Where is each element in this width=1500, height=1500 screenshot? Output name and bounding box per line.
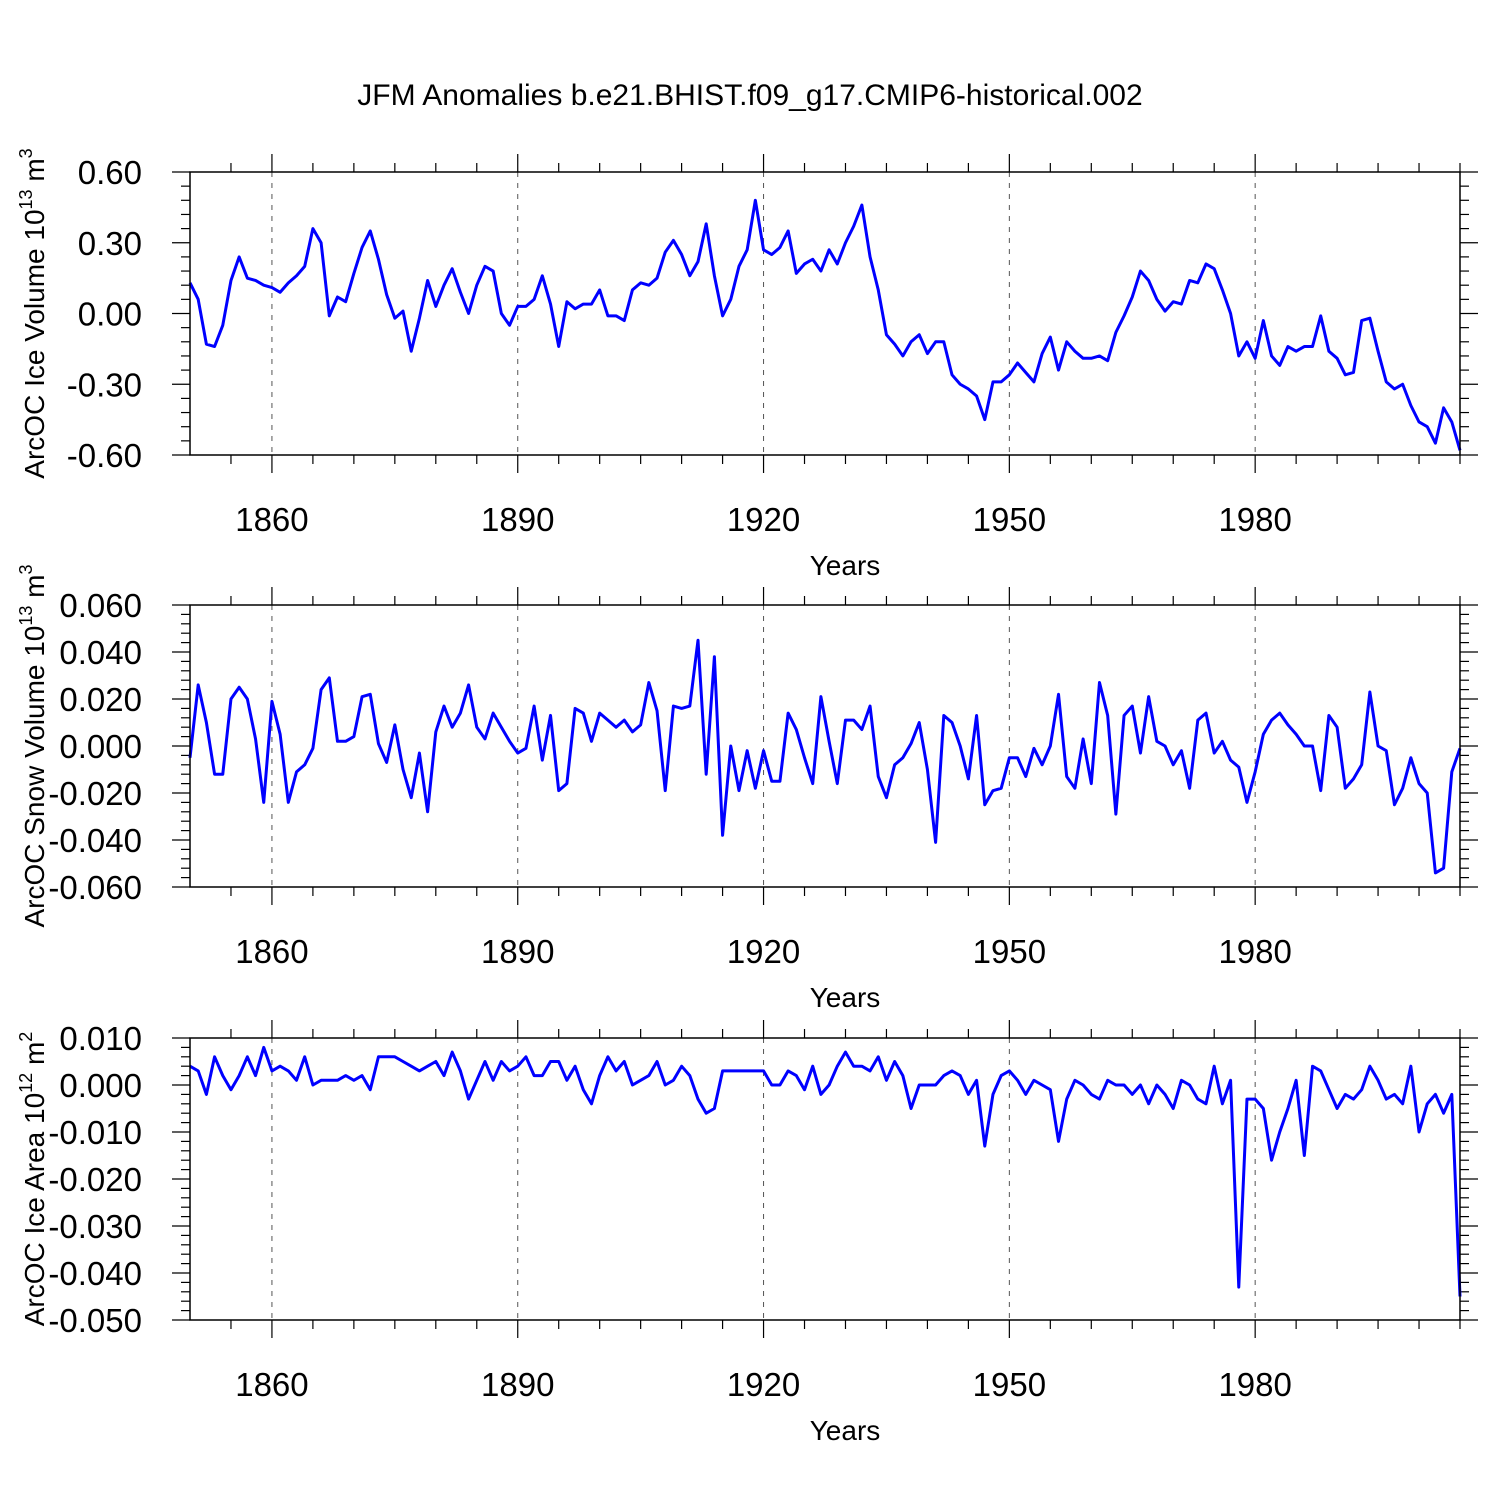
y-tick-label: 0.020 (59, 681, 142, 718)
y-tick-label: -0.040 (48, 822, 142, 859)
y-tick-label: -0.040 (48, 1255, 142, 1292)
y-axis-label-unit-exponent: 3 (16, 564, 36, 574)
series-line-ice-area (189, 1045, 1462, 1297)
x-tick-label: 1980 (1218, 501, 1291, 538)
x-tick-label: 1950 (973, 933, 1046, 970)
x-tick-label: 1890 (481, 501, 554, 538)
plot-frame (189, 604, 1461, 888)
chart-panels: 1860 1890 1920 1950 1980 0.60 0.30 0.00 -0.30 -0.… (16, 148, 1478, 1446)
y-axis-label-unit: m (19, 574, 50, 605)
y-tick-label: -0.020 (48, 775, 142, 812)
y-axis-label-exponent: 13 (16, 189, 36, 209)
x-tick-label: 1980 (1218, 1366, 1291, 1403)
y-axis-label-exponent: 13 (16, 606, 36, 626)
x-axis-label: Years (810, 1415, 881, 1446)
y-axis-label-exponent: 12 (16, 1073, 36, 1093)
y-tick-label: -0.060 (48, 869, 142, 906)
x-tick-label: 1860 (235, 1366, 308, 1403)
y-axis-label-main: ArcOC Ice Area 10 (19, 1093, 50, 1326)
y-tick-label: 0.00 (78, 296, 142, 333)
chart-panel-ice-area: 1860 1890 1920 1950 1980 0.010 0.000 -0.010 -0.0… (16, 1020, 1478, 1446)
y-axis-label-unit: m (19, 158, 50, 189)
x-tick-label: 1950 (973, 501, 1046, 538)
y-tick-label: -0.60 (67, 437, 142, 474)
y-tick-label: -0.30 (67, 366, 142, 403)
x-tick-label: 1920 (727, 501, 800, 538)
y-axis-label: ArcOC Ice Area 1012 m2 (16, 1032, 50, 1327)
x-tick-label: 1950 (973, 1366, 1046, 1403)
y-tick-label: 0.000 (59, 728, 142, 765)
y-tick-label: 0.060 (59, 587, 142, 624)
series-line-snow-volume (188, 638, 1462, 875)
y-axis-label-unit-exponent: 2 (16, 1032, 36, 1042)
y-tick-label: 0.30 (78, 225, 142, 262)
y-tick-label: 0.040 (59, 634, 142, 671)
y-axis-label-main: ArcOC Ice Volume 10 (19, 209, 50, 478)
y-axis-label: ArcOC Snow Volume 1013 m3 (16, 564, 50, 927)
x-tick-label: 1920 (727, 933, 800, 970)
x-axis-label: Years (810, 550, 881, 581)
y-tick-label: -0.010 (48, 1114, 142, 1151)
y-tick-label: -0.020 (48, 1161, 142, 1198)
y-axis-label-main: ArcOC Snow Volume 10 (19, 626, 50, 928)
series-line-ice-volume (188, 198, 1462, 451)
y-tick-label: 0.010 (59, 1020, 142, 1057)
plot-frame (189, 1037, 1461, 1321)
x-tick-label: 1860 (235, 501, 308, 538)
y-axis-label-unit: m (19, 1042, 50, 1073)
y-tick-label: 0.60 (78, 154, 142, 191)
x-axis-label: Years (810, 982, 881, 1013)
x-tick-label: 1980 (1218, 933, 1291, 970)
x-tick-label: 1890 (481, 933, 554, 970)
plot-frame (189, 171, 1461, 456)
x-tick-label: 1860 (235, 933, 308, 970)
x-tick-label: 1920 (727, 1366, 800, 1403)
y-axis-label: ArcOC Ice Volume 1013 m3 (16, 148, 50, 478)
chart-panel-snow-volume: 1860 1890 1920 1950 1980 0.060 0.040 0.020 0.000… (16, 564, 1478, 1013)
y-tick-label: 0.000 (59, 1067, 142, 1104)
y-tick-label: -0.050 (48, 1302, 142, 1339)
y-tick-label: -0.030 (48, 1208, 142, 1245)
x-tick-label: 1890 (481, 1366, 554, 1403)
figure-title: JFM Anomalies b.e21.BHIST.f09_g17.CMIP6-… (357, 79, 1142, 112)
y-axis-label-unit-exponent: 3 (16, 148, 36, 158)
chart-panel-ice-volume: 1860 1890 1920 1950 1980 0.60 0.30 0.00 -0.30 -0.… (16, 148, 1478, 581)
